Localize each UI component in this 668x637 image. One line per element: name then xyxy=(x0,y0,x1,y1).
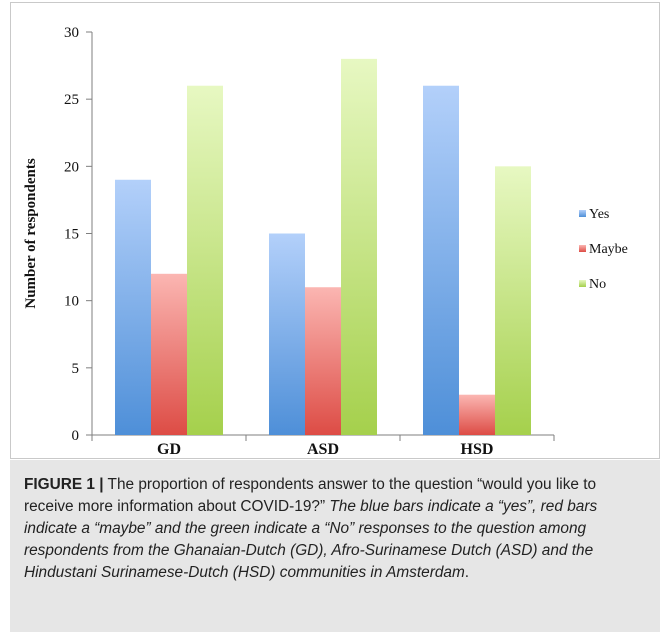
legend-swatch-yes xyxy=(579,210,586,217)
bar-no-gd xyxy=(187,85,223,435)
legend-label-yes: Yes xyxy=(589,207,609,222)
bar-maybe-asd xyxy=(305,287,341,435)
figure-label: FIGURE 1 | xyxy=(24,476,104,493)
legend-swatch-maybe xyxy=(579,245,586,252)
y-tick-label: 30 xyxy=(64,25,79,41)
y-tick-label: 5 xyxy=(72,361,80,377)
x-category-label: GD xyxy=(157,441,181,458)
caption-text: The proportion of respondents answer to … xyxy=(24,476,597,515)
bar-maybe-hsd xyxy=(459,394,495,435)
legend-label-maybe: Maybe xyxy=(589,242,628,257)
bar-yes-gd xyxy=(115,179,151,435)
x-category-label: ASD xyxy=(307,441,339,458)
y-axis-title: Number of respondents xyxy=(23,158,39,308)
x-category-label: HSD xyxy=(461,441,494,458)
bar-maybe-gd xyxy=(151,273,187,435)
y-tick-label: 0 xyxy=(72,428,80,444)
bar-no-asd xyxy=(341,58,377,435)
y-tick-label: 20 xyxy=(64,159,79,175)
legend-label-no: No xyxy=(589,277,606,292)
y-tick-label: 10 xyxy=(64,294,79,310)
caption-end: . xyxy=(464,564,470,581)
bar-no-hsd xyxy=(495,166,531,436)
bar-yes-hsd xyxy=(423,85,459,435)
y-tick-label: 25 xyxy=(64,92,79,108)
figure-caption: FIGURE 1 | The proportion of respondents… xyxy=(10,460,660,632)
bar-yes-asd xyxy=(269,233,305,435)
caption-italic-text: The blue bars indicate a “yes”, red bars… xyxy=(24,498,598,581)
bar-chart: 0 5 10 15 20 25 30 GD ASD HSD Number of respondent… xyxy=(23,25,628,458)
y-tick-label: 15 xyxy=(64,227,79,243)
chart-frame: 0 5 10 15 20 25 30 GD ASD HSD Number of respondent… xyxy=(10,2,660,459)
legend-swatch-no xyxy=(579,280,586,287)
